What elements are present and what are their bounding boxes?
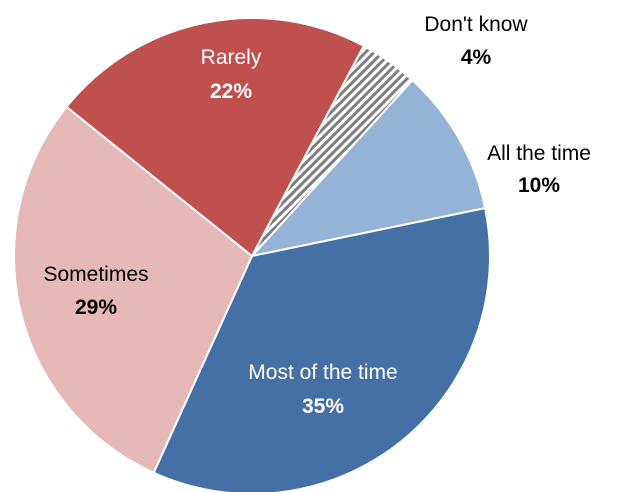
- slice-label-rarely: Rarely: [201, 46, 262, 69]
- slice-label-don-t-know: Don't know: [424, 13, 528, 36]
- slice-label-all-the-time: All the time: [487, 142, 591, 165]
- pie-slices: [13, 17, 491, 492]
- pie-slice-sometimes: [13, 105, 253, 474]
- slice-label-sometimes: Sometimes: [43, 263, 148, 286]
- slice-label-most-of-the-time: Most of the time: [248, 361, 397, 384]
- pie-slice-all-the-time: [251, 79, 487, 257]
- pie-labels: Don't know 4% All the time 10% Most of the t…: [43, 13, 590, 418]
- slice-value-most-of-the-time: 35%: [302, 395, 344, 418]
- pie-slice-rarely: [65, 17, 365, 257]
- slice-value-rarely: 22%: [210, 80, 252, 103]
- slice-value-all-the-time: 10%: [518, 174, 560, 197]
- slice-value-sometimes: 29%: [75, 296, 117, 319]
- slice-value-don-t-know: 4%: [461, 46, 492, 69]
